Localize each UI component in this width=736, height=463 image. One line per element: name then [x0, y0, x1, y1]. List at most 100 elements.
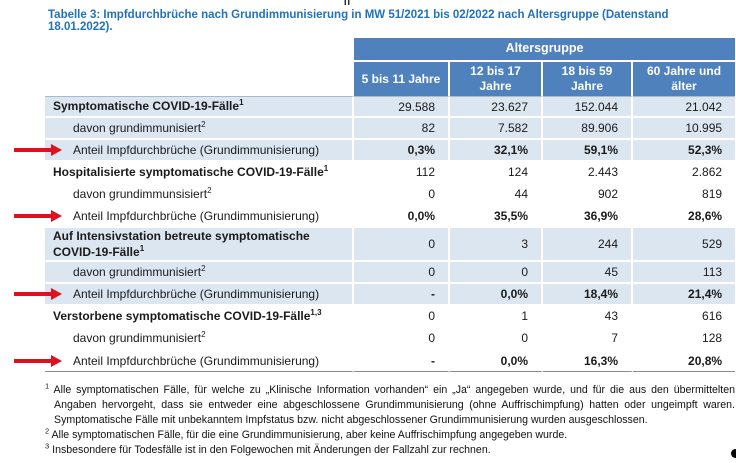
value-cell: 0 [450, 262, 543, 285]
table-row-hospitalized-breakthrough-share: Anteil Impfdurchbrüche (Grundimmunisieru… [14, 206, 736, 228]
footnote-2: 2 Alle symptomatischen Fälle, für die ei… [45, 426, 735, 443]
footnote-text: Alle symptomatischen Fälle, für welche z… [53, 384, 735, 427]
table-row-icu-vaccinated: davon grundimmunisiert2 0 0 45 113 [45, 262, 736, 285]
value-cell: 28,6% [633, 206, 736, 228]
row-label-text: davon grundimmunisiert [73, 120, 202, 135]
value-cell: 45 [543, 262, 633, 285]
table-row-deceased-breakthrough-share: Anteil Impfdurchbrüche (Grundimmunisieru… [14, 350, 736, 373]
value-cell: 0,0% [354, 206, 450, 228]
column-header-12-17: 12 bis 17 Jahre [450, 62, 543, 96]
table-row-deceased-vaccinated: davon grundimmunisiert2 0 0 7 128 [45, 328, 736, 351]
header-spacer [45, 38, 354, 62]
footnote-ref: 2 [201, 119, 206, 129]
footnote-ref: 1 [323, 163, 329, 173]
value-cell: 124 [450, 162, 543, 184]
value-cell: 29.588 [354, 96, 450, 118]
row-label: Anteil Impfdurchbrüche (Grundimmunisieru… [14, 140, 354, 162]
column-header-18-59: 18 bis 59 Jahre [543, 62, 633, 96]
row-label: Anteil Impfdurchbrüche (Grundimmunisieru… [14, 284, 354, 307]
value-cell: 3 [450, 228, 543, 263]
value-cell: 0 [450, 328, 543, 351]
group-header-altersgruppe: Altersgruppe [354, 38, 736, 62]
value-cell: 0,3% [354, 140, 450, 162]
value-cell: - [354, 350, 450, 373]
footnote-ref: 2 [207, 185, 212, 195]
row-label-text: Anteil Impfdurchbrüche (Grundimmunisieru… [73, 208, 320, 223]
header-spacer [45, 62, 354, 96]
row-label-text: Anteil Impfdurchbrüche (Grundimmunisieru… [73, 142, 320, 157]
value-cell: 21,4% [633, 284, 736, 307]
row-label: davon grundimmunisiert2 [45, 262, 354, 285]
value-cell: 32,1% [450, 140, 543, 162]
table-row-icu-cases: Auf Intensivstation betreute symptomatis… [45, 228, 736, 263]
footnote-marker: 2 [45, 426, 50, 436]
value-cell: 2.443 [543, 162, 633, 184]
value-cell: 59,1% [543, 140, 633, 162]
footnote-text: Alle symptomatischen Fälle, für die eine… [51, 429, 568, 442]
value-cell: 244 [543, 228, 633, 263]
row-label: davon grundimmunsisiert2 [45, 184, 354, 206]
row-label: Anteil Impfdurchbrüche (Grundimmunisieru… [14, 350, 354, 373]
value-cell: 82 [354, 118, 450, 140]
row-label-text: davon grundimmunsisiert [73, 186, 208, 201]
value-cell: 20,8% [633, 350, 736, 373]
value-cell: - [354, 284, 450, 307]
data-table: Altersgruppe 5 bis 11 Jahre 12 bis 17 Ja… [14, 38, 736, 373]
value-cell: 529 [633, 228, 736, 263]
breakthrough-table: Altersgruppe 5 bis 11 Jahre 12 bis 17 Ja… [14, 38, 736, 373]
row-label-text: Anteil Impfdurchbrüche (Grundimmunisieru… [73, 353, 320, 368]
row-label: davon grundimmunisiert2 [45, 328, 354, 351]
row-label-text: Verstorbene symptomatische COVID-19-Fäll… [53, 309, 311, 324]
table-row-hospitalized-cases: Hospitalisierte symptomatische COVID-19-… [45, 162, 736, 184]
row-label-text: Auf Intensivstation betreute symptomatis… [53, 229, 310, 260]
red-arrow-icon [14, 354, 62, 367]
table-row-icu-breakthrough-share: Anteil Impfdurchbrüche (Grundimmunisieru… [14, 284, 736, 307]
value-cell: 819 [633, 184, 736, 206]
red-arrow-icon [14, 210, 62, 222]
value-cell: 89.906 [543, 118, 633, 140]
value-cell: 0 [354, 262, 450, 285]
row-label-text: davon grundimmunisiert [73, 331, 202, 346]
value-cell: 36,9% [543, 206, 633, 228]
row-label-text: Hospitalisierte symptomatische COVID-19-… [53, 164, 324, 179]
red-arrow-icon [14, 288, 62, 301]
value-cell: 43 [543, 306, 633, 329]
footnote-3: 3 Insbesondere für Todesfälle ist in den… [45, 441, 735, 458]
value-cell: 616 [633, 306, 736, 329]
row-label-text: Anteil Impfdurchbrüche (Grundimmunisieru… [73, 287, 320, 302]
footnote-marker: 1 [45, 381, 50, 391]
table-header: Altersgruppe 5 bis 11 Jahre 12 bis 17 Ja… [45, 38, 736, 96]
table-row-symptomatic-cases: Symptomatische COVID-19-Fälle1 29.588 23… [45, 96, 736, 118]
value-cell: 16,3% [543, 350, 633, 373]
value-cell: 0 [354, 184, 450, 206]
value-cell: 21.042 [633, 96, 736, 118]
row-label: davon grundimmunisiert2 [45, 118, 354, 140]
row-label: Symptomatische COVID-19-Fälle1 [45, 96, 354, 118]
column-header-60plus: 60 Jahre und älter [633, 62, 736, 96]
value-cell: 113 [633, 262, 736, 285]
footnotes: 1 Alle symptomatischen Fälle, für welche… [45, 381, 735, 458]
red-arrow-icon [14, 144, 62, 156]
table-row-symptomatic-vaccinated: davon grundimmunisiert2 82 7.582 89.906 … [45, 118, 736, 140]
table-row-symptomatic-breakthrough-share: Anteil Impfdurchbrüche (Grundimmunisieru… [14, 140, 736, 162]
value-cell: 0 [354, 306, 450, 329]
row-label: Anteil Impfdurchbrüche (Grundimmunisieru… [14, 206, 354, 228]
value-cell: 10.995 [633, 118, 736, 140]
footnote-1: 1 Alle symptomatischen Fälle, für welche… [45, 381, 735, 428]
value-cell: 902 [543, 184, 633, 206]
value-cell: 128 [633, 328, 736, 351]
footnote-marker: 3 [45, 441, 50, 451]
footnote-ref: 1 [139, 244, 145, 254]
row-label: Hospitalisierte symptomatische COVID-19-… [45, 162, 354, 184]
value-cell: 44 [450, 184, 543, 206]
value-cell: 35,5% [450, 206, 543, 228]
value-cell: 0,0% [450, 284, 543, 307]
value-cell: 0 [354, 328, 450, 351]
footnote-text: Insbesondere für Todesfälle ist in den F… [52, 444, 491, 457]
value-cell: 7 [543, 328, 633, 351]
value-cell: 7.582 [450, 118, 543, 140]
row-label-text: davon grundimmunisiert [73, 265, 202, 280]
footnote-ref: 2 [201, 264, 206, 274]
footnote-ref: 2 [201, 330, 206, 340]
